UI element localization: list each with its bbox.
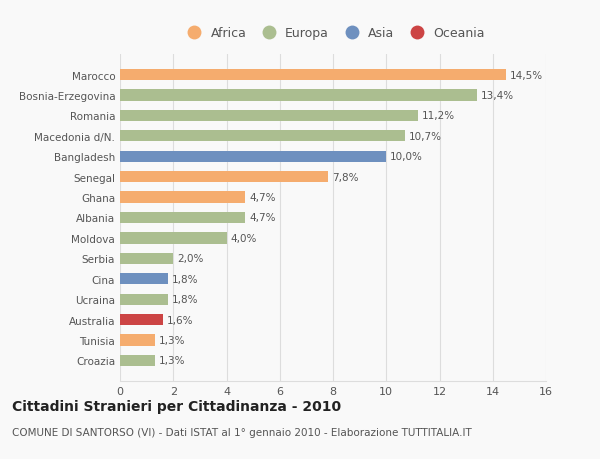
Bar xyxy=(120,172,328,183)
Legend: Africa, Europa, Asia, Oceania: Africa, Europa, Asia, Oceania xyxy=(177,22,489,45)
Text: 1,3%: 1,3% xyxy=(158,356,185,365)
Bar xyxy=(120,192,245,203)
Text: 2,0%: 2,0% xyxy=(177,254,203,264)
Text: 13,4%: 13,4% xyxy=(481,91,514,101)
Text: Cittadini Stranieri per Cittadinanza - 2010: Cittadini Stranieri per Cittadinanza - 2… xyxy=(12,399,341,413)
Bar xyxy=(120,131,405,142)
Bar xyxy=(120,253,173,264)
Bar xyxy=(120,335,155,346)
Bar xyxy=(120,70,506,81)
Bar xyxy=(120,90,477,101)
Bar xyxy=(120,314,163,325)
Bar xyxy=(120,294,168,305)
Text: COMUNE DI SANTORSO (VI) - Dati ISTAT al 1° gennaio 2010 - Elaborazione TUTTITALI: COMUNE DI SANTORSO (VI) - Dati ISTAT al … xyxy=(12,427,472,437)
Bar xyxy=(120,213,245,224)
Text: 14,5%: 14,5% xyxy=(510,71,543,80)
Text: 7,8%: 7,8% xyxy=(332,172,358,182)
Bar xyxy=(120,151,386,162)
Bar xyxy=(120,233,227,244)
Text: 11,2%: 11,2% xyxy=(422,111,455,121)
Text: 1,3%: 1,3% xyxy=(158,335,185,345)
Text: 1,8%: 1,8% xyxy=(172,295,199,304)
Text: 4,0%: 4,0% xyxy=(230,233,257,243)
Text: 10,7%: 10,7% xyxy=(409,132,442,141)
Text: 1,8%: 1,8% xyxy=(172,274,199,284)
Text: 4,7%: 4,7% xyxy=(249,213,275,223)
Text: 4,7%: 4,7% xyxy=(249,193,275,203)
Bar xyxy=(120,355,155,366)
Bar xyxy=(120,274,168,285)
Bar xyxy=(120,111,418,122)
Text: 1,6%: 1,6% xyxy=(167,315,193,325)
Text: 10,0%: 10,0% xyxy=(390,152,423,162)
